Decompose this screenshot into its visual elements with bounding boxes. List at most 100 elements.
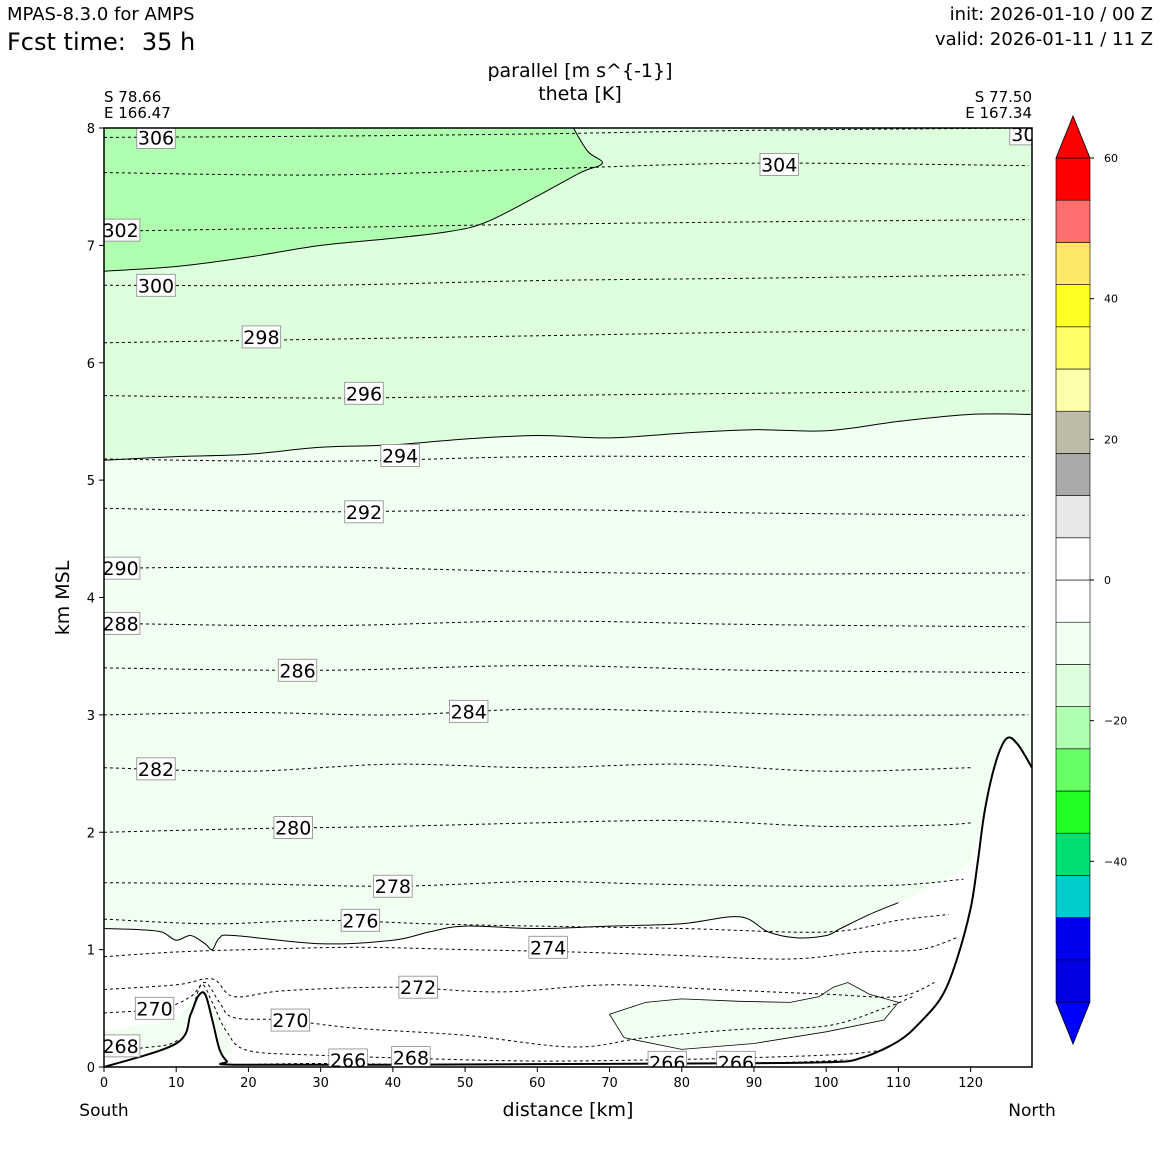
- x-tick-label: 120: [958, 1076, 983, 1091]
- contour-label-text: 266: [649, 1052, 685, 1074]
- colorbar-segment: [1055, 368, 1091, 412]
- theta-contour-300: [104, 274, 1029, 287]
- y-tick-label: 3: [87, 709, 95, 724]
- theta-contour-296: [104, 390, 1029, 399]
- contour-label-7: 292: [344, 500, 384, 524]
- theta-contour-272: [104, 978, 935, 998]
- contour-label-box: [104, 556, 141, 580]
- right-endpoint-coords: S 77.50 E 167.34: [965, 89, 1032, 121]
- theta-contour-276: [104, 913, 949, 933]
- contour-label-text: 270: [136, 998, 172, 1020]
- colorbar: 60 40 20 0 −20 −40: [1055, 114, 1127, 1046]
- colorbar-segment: [1055, 157, 1091, 201]
- fill-boundary-line-2: [104, 128, 603, 272]
- contour-label-4: 298: [241, 325, 282, 349]
- contour-label-22: 266: [328, 1048, 368, 1072]
- contour-label-text: 268: [102, 1036, 138, 1058]
- y-tick-label: 6: [87, 357, 95, 372]
- contour-label-23: 266: [647, 1050, 687, 1074]
- terrain-fill: [104, 738, 1032, 1067]
- contour-label-box: [136, 128, 176, 149]
- contour-label-box: [273, 816, 313, 839]
- contour-label-box: [104, 218, 141, 242]
- theta-contour-288: [104, 620, 1029, 628]
- x-tick-label: 70: [601, 1076, 618, 1091]
- contour-label-box: [391, 1046, 431, 1067]
- colorbar-segment: [1055, 326, 1091, 370]
- colorbar-segment: [1055, 410, 1091, 454]
- contour-label-box: [373, 874, 413, 898]
- contour-label-text: 290: [102, 558, 138, 580]
- contour-label-text: 302: [102, 220, 138, 242]
- left-endpoint-lat: S 78.66: [104, 88, 162, 106]
- colorbar-tick-label: 0: [1104, 574, 1111, 587]
- contour-label-text: 270: [272, 1010, 308, 1032]
- fill-region-green: [104, 128, 603, 272]
- contour-label-20: 268: [102, 1034, 141, 1058]
- colorbar-tick-label: 20: [1104, 433, 1118, 446]
- north-label: North: [1008, 1101, 1056, 1121]
- fill-field-title: parallel [m s^{-1}]: [487, 60, 673, 82]
- contour-label-text: 276: [342, 910, 378, 932]
- colorbar-segment: [1055, 959, 1091, 1003]
- contour-label-box: [241, 325, 282, 349]
- contour-label-6: 294: [380, 444, 420, 467]
- x-tick-label: 60: [529, 1076, 546, 1091]
- x-tick-label: 80: [673, 1076, 690, 1091]
- contour-label-text: 306: [138, 127, 174, 149]
- colorbar-segment: [1055, 242, 1091, 285]
- contour-label-box: [328, 1048, 368, 1067]
- x-tick-label: 30: [312, 1076, 329, 1091]
- contour-label-text: 294: [382, 445, 418, 467]
- contour-label-text: 280: [275, 818, 311, 840]
- colorbar-segment: [1055, 706, 1091, 750]
- contour-label-text: 266: [330, 1050, 366, 1072]
- contour-label-13: 280: [273, 816, 313, 840]
- colorbar-tick-label: −40: [1104, 855, 1127, 868]
- contour-label-8: 290: [102, 556, 141, 580]
- contour-label-text: 292: [346, 502, 382, 524]
- contour-label-box: [340, 908, 381, 932]
- colorbar-segment: [1055, 790, 1091, 834]
- contour-label-16: 274: [528, 935, 568, 959]
- colorbar-segment: [1055, 453, 1091, 496]
- terrain-outline: [104, 736, 1032, 1067]
- x-tick-label: 10: [168, 1076, 185, 1091]
- contour-label-text: 296: [346, 383, 382, 405]
- colorbar-segment: [1055, 621, 1091, 665]
- contour-label-text: 272: [400, 977, 436, 999]
- theta-contour-304: [104, 162, 1029, 176]
- contour-label-box: [647, 1050, 687, 1067]
- contour-label-text: 274: [530, 937, 566, 959]
- contour-label-text: 268: [393, 1048, 429, 1070]
- contour-label-box: [528, 935, 568, 959]
- theta-contour-298: [104, 329, 1029, 344]
- fill-boundary-line-0: [104, 902, 899, 951]
- contour-label-box: [270, 1008, 310, 1032]
- contour-label-text: 282: [138, 759, 174, 781]
- contour-label-box: [1009, 128, 1032, 146]
- contour-label-15: 276: [340, 908, 381, 932]
- theta-contour-274: [104, 937, 957, 960]
- colorbar-segment: [1055, 748, 1091, 792]
- y-axis-label: km MSL: [52, 560, 74, 636]
- left-endpoint-lon: E 166.47: [104, 104, 171, 122]
- y-tick-label: 2: [87, 826, 95, 841]
- colorbar-extend-low: [1055, 1001, 1091, 1046]
- colorbar-tick-label: 60: [1104, 152, 1118, 165]
- contour-label-box: [104, 611, 141, 635]
- contour-label-24: 266: [716, 1050, 756, 1067]
- colorbar-segment: [1055, 199, 1091, 243]
- contour-label-text: 286: [279, 660, 315, 682]
- contour-label-box: [136, 273, 176, 297]
- theta-contour-286: [104, 665, 1029, 674]
- left-endpoint-coords: S 78.66 E 166.47: [104, 89, 171, 121]
- south-label: South: [79, 1101, 129, 1121]
- contour-label-box: [398, 975, 438, 999]
- contour-label-17: 272: [398, 975, 438, 999]
- x-tick-label: 100: [814, 1076, 839, 1091]
- contour-label-19: 270: [270, 1008, 310, 1032]
- contour-label-box: [134, 996, 175, 1020]
- colorbar-segment: [1055, 579, 1091, 623]
- x-tick-label: 40: [385, 1076, 402, 1091]
